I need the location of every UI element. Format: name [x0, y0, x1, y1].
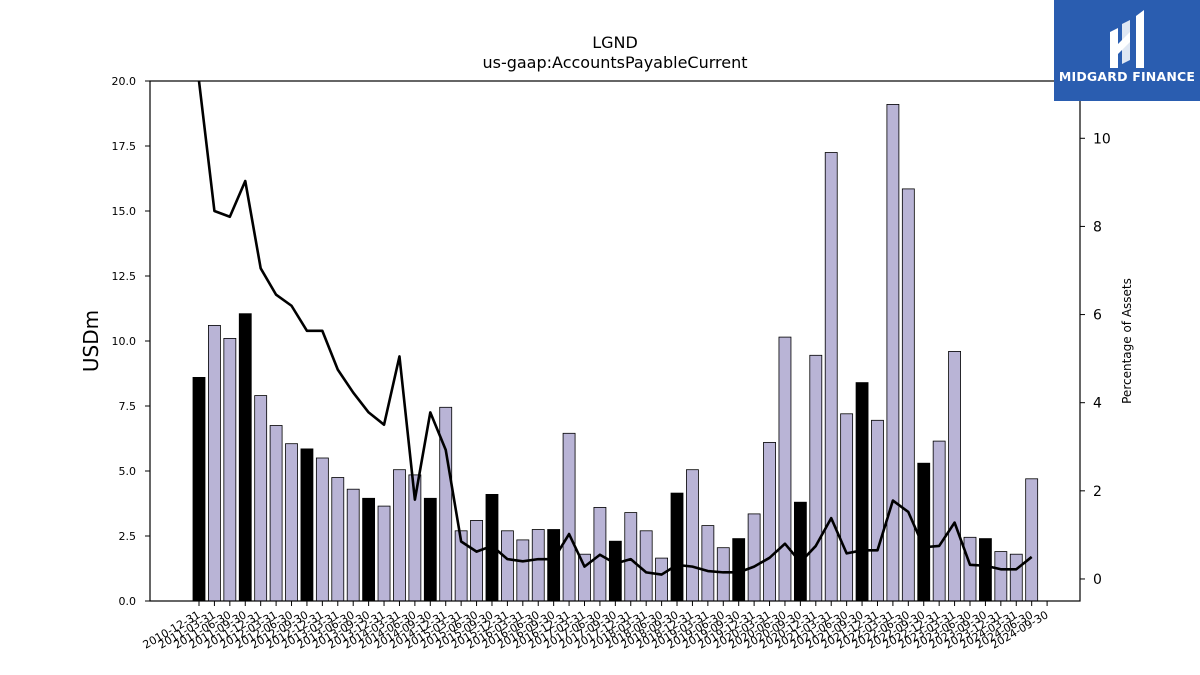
bar-2013-03-31: [331, 477, 345, 602]
bar-2024-06-30: [1025, 478, 1039, 602]
bar-2011-03-31: [208, 324, 221, 602]
y-tick-label: 20.0: [112, 75, 137, 88]
y2-tick-label: 4: [1093, 396, 1102, 412]
bar-2015-12-31: [500, 530, 514, 602]
y-tick-label: 5.0: [119, 465, 137, 478]
bar-2021-09-30: [855, 382, 869, 602]
bar-2023-06-30: [963, 536, 977, 602]
bar-2023-09-30: [979, 538, 992, 602]
bar-2015-06-30: [470, 520, 483, 602]
chart-subtitle: us-gaap:AccountsPayableCurrent: [482, 53, 747, 72]
y2-axis-label: Percentage of Assets: [1120, 278, 1134, 404]
y-tick-label: 17.5: [112, 140, 137, 153]
y2-tick-label: 2: [1093, 484, 1102, 500]
chart-title: LGND: [592, 33, 638, 52]
y-tick-label: 10.0: [112, 335, 137, 348]
percentage-line: [197, 81, 1033, 576]
y-tick-label: 12.5: [112, 270, 137, 283]
bar-2016-12-31: [562, 432, 576, 602]
bar-2024-03-31: [1009, 553, 1023, 602]
bar-2018-06-30: [655, 557, 668, 602]
y-tick-label: 2.5: [119, 530, 137, 543]
bar-2018-03-31: [639, 530, 653, 602]
y-tick-label: 0.0: [119, 595, 137, 608]
bar-layer: [192, 104, 1039, 602]
bar-2018-12-31: [686, 469, 699, 602]
bar-2012-12-31: [315, 457, 329, 602]
bar-2019-03-31: [701, 525, 715, 602]
y-axis-label: USDm: [79, 310, 103, 372]
bar-2020-12-31: [809, 354, 823, 602]
bar-2019-12-31: [747, 513, 761, 602]
y2-tick-label: 10: [1093, 131, 1111, 147]
bar-2016-03-31: [516, 539, 530, 602]
brand-logo: MIDGARD FINANCE: [1054, 0, 1200, 101]
bar-2022-06-30: [901, 188, 915, 602]
bar-2014-09-30: [423, 497, 437, 602]
y-tick-label: 15.0: [112, 205, 137, 218]
bar-2011-06-30: [223, 337, 237, 602]
x-axis: 2010-12-312011-03-312011-06-302011-09-30…: [141, 601, 1051, 652]
bar-2021-03-31: [824, 152, 838, 602]
bar-2013-06-30: [346, 488, 360, 602]
bar-2011-09-30: [238, 313, 252, 602]
bar-2019-06-30: [716, 547, 730, 602]
bar-2011-12-31: [254, 395, 268, 602]
bar-2022-03-31: [886, 104, 900, 602]
bar-2020-06-30: [778, 336, 792, 602]
y-tick-label: 7.5: [119, 400, 137, 413]
bar-2018-09-30: [670, 492, 684, 602]
bar-2020-09-30: [793, 501, 807, 602]
bar-2020-03-31: [763, 441, 776, 602]
bar-2017-09-30: [608, 540, 622, 602]
bar-2010-12-31: [192, 376, 206, 602]
bar-2022-12-31: [932, 440, 946, 602]
bar-2023-03-31: [948, 350, 961, 602]
y-axis-left: 0.0 2.5 5.0 7.5 10.0 12.5 15.0 17.5 20.0: [112, 75, 150, 608]
bar-2022-09-30: [917, 462, 931, 602]
bar-2023-12-31: [994, 551, 1008, 602]
midgard-logo-icon: [1110, 10, 1144, 68]
bar-2012-06-30: [285, 443, 298, 602]
bar-2013-12-31: [377, 505, 391, 602]
bar-2016-06-30: [531, 529, 545, 602]
bar-2017-12-31: [624, 512, 638, 602]
line-layer: [197, 81, 1033, 576]
y2-tick-label: 8: [1093, 219, 1102, 235]
logo-text: MIDGARD FINANCE: [1058, 69, 1196, 84]
bar-2016-09-30: [547, 529, 561, 602]
bar-2014-03-31: [393, 469, 406, 602]
y2-tick-label: 0: [1093, 572, 1102, 588]
bar-2021-12-31: [871, 419, 884, 602]
bar-2013-09-30: [362, 497, 376, 602]
y2-tick-label: 6: [1093, 308, 1102, 324]
y-axis-right: 0 2 4 6 8 10: [1080, 131, 1111, 588]
bar-2017-03-31: [578, 553, 591, 602]
bar-2021-06-30: [840, 413, 854, 602]
bar-2012-09-30: [300, 448, 314, 602]
bar-2012-03-31: [269, 425, 283, 602]
